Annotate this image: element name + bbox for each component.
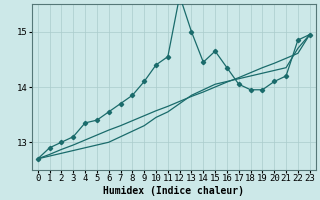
X-axis label: Humidex (Indice chaleur): Humidex (Indice chaleur) (103, 186, 244, 196)
